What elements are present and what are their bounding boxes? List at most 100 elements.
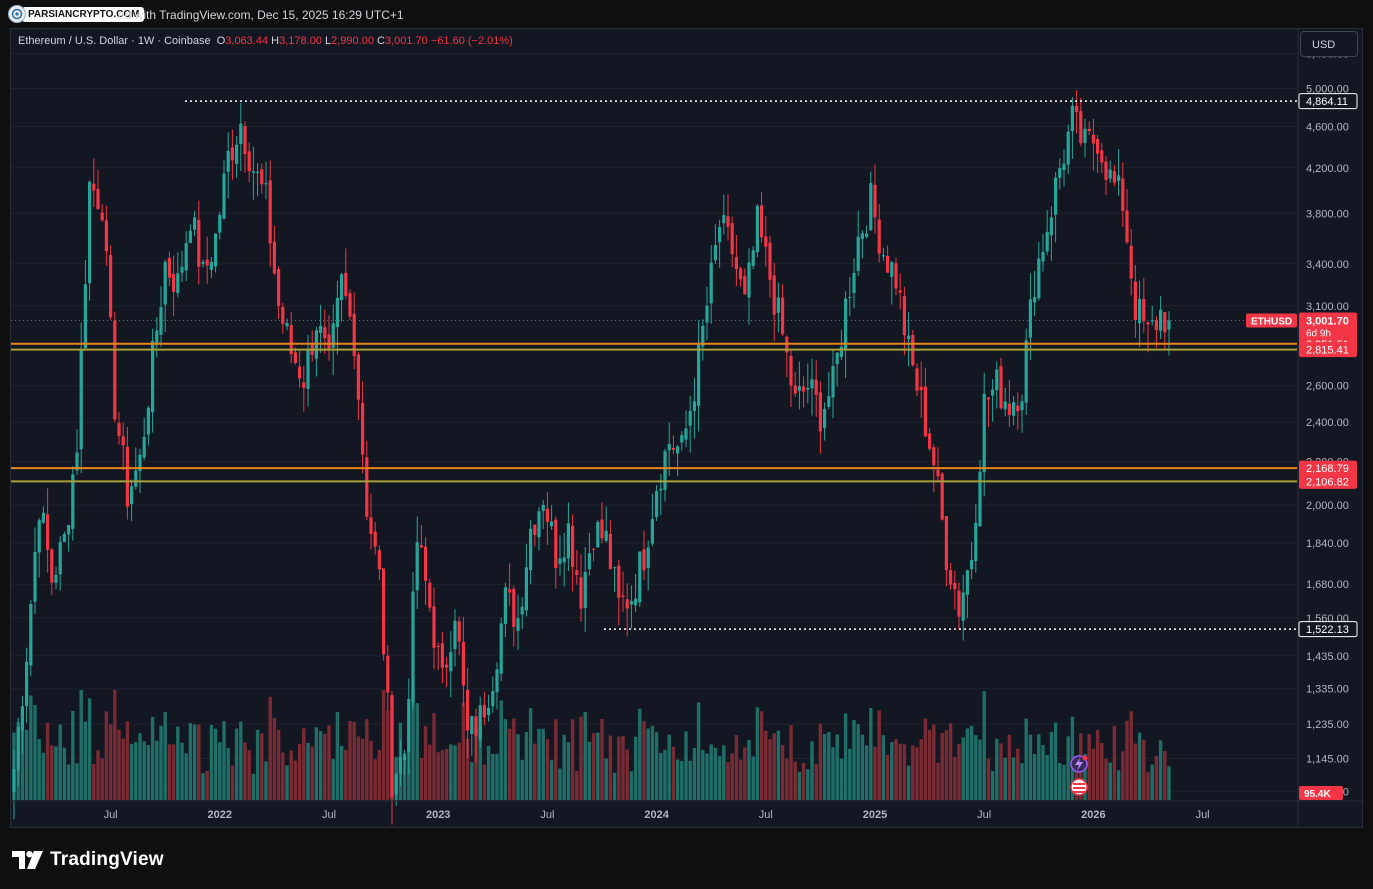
volume-bar [898,743,902,800]
volume-bar [839,758,844,800]
volume-bar [974,735,978,800]
volume-bar [717,756,722,800]
volume-bar [793,761,797,800]
horizontal-levels [11,100,1297,630]
volume-bar [566,742,571,800]
candle-body [323,327,327,339]
volume-bar [873,746,877,800]
candle-body [520,606,524,615]
candle-body [373,531,377,547]
volume-bar [965,728,970,800]
volume-bar [402,752,407,800]
volume-bar [583,712,587,800]
candle-body [537,511,541,538]
volume-bar [58,724,62,800]
x-tick-label: Jul [977,809,991,821]
candle-body [529,528,533,571]
volume-bar [932,724,936,800]
candle-body [592,548,596,550]
symbol-tag: ETHUSD [1246,313,1297,328]
volume-bar [654,732,659,800]
candle-body [293,352,297,363]
volume-bar [780,745,785,800]
volume-bar [331,759,335,800]
volume-bar [323,733,327,800]
candle-body [1112,171,1116,183]
candle-body [377,550,381,570]
volume-bar [701,749,705,800]
candle-body [1003,401,1007,410]
candle-body [1129,245,1133,279]
volume-bar [1116,770,1121,800]
candle-body [1087,128,1091,132]
candle-body [587,553,591,570]
candle-body [621,595,625,597]
x-tick-label: Jul [540,809,554,821]
y-tick-label: 1,840.00 [1306,538,1349,550]
candle-body [12,768,16,793]
volume-bar [276,729,281,800]
candle-body [596,521,600,548]
candle-body [709,262,713,304]
volume-bar [738,759,743,800]
candle-body [243,126,247,155]
x-tick-label: 2024 [644,809,669,821]
volume-bar [843,713,848,800]
volume-bar [440,750,445,800]
y-tick-label: 2,000.00 [1306,500,1349,512]
volume-bar [822,734,827,800]
currency-button[interactable]: USD [1300,31,1358,57]
candle-body [289,325,293,355]
parsiancrypto-logo-icon [8,5,26,23]
candle-body [928,433,932,449]
volume-bar [1121,751,1125,800]
candle-body [83,284,87,349]
volume-bar [121,738,125,800]
candle-body [428,582,432,608]
candle-body [239,123,243,145]
published-text: ed with TradingView.com, Dec 15, 2025 16… [118,8,404,22]
volume-bar [234,728,239,800]
candle-body [440,643,444,668]
volume-bar [436,752,440,800]
candle-body [449,652,453,672]
volume-bar [465,738,470,800]
volume-bar [1011,757,1016,800]
candle-body [1066,131,1070,165]
candle-body [1154,320,1158,331]
candle-body [743,276,747,295]
candle-body [499,623,503,674]
volume-bar [423,725,428,800]
volume-bar [66,764,71,800]
tradingview-logo[interactable]: TradingView [12,849,164,871]
candle-body [411,591,415,703]
volume-bar [621,736,625,800]
candle-body [760,205,764,238]
candle-body [260,169,264,185]
x-tick-label: Jul [1196,809,1210,821]
volume-bar [755,707,760,800]
candle-body [508,589,512,593]
volume-bar [554,719,558,800]
candle-body [75,452,79,471]
candle-body [16,726,20,771]
volume-bar [860,734,865,800]
volume-bar [633,736,638,800]
candle-body [306,348,310,389]
volume-bar [969,725,974,800]
volume-bar [906,765,911,800]
candle-body [970,559,974,570]
volume-bar [188,723,193,800]
candle-body [680,435,684,443]
level-tag-2815-text: 2,815.41 [1306,345,1349,357]
candle-body [1096,139,1100,154]
volume-bar [1003,757,1007,800]
candle-body [562,557,566,563]
volume-bar [247,750,251,800]
volume-bar [1032,753,1037,800]
candle-body [285,323,289,327]
volume-bar [512,718,516,800]
candle-body [566,523,570,559]
candle-body [470,716,474,735]
